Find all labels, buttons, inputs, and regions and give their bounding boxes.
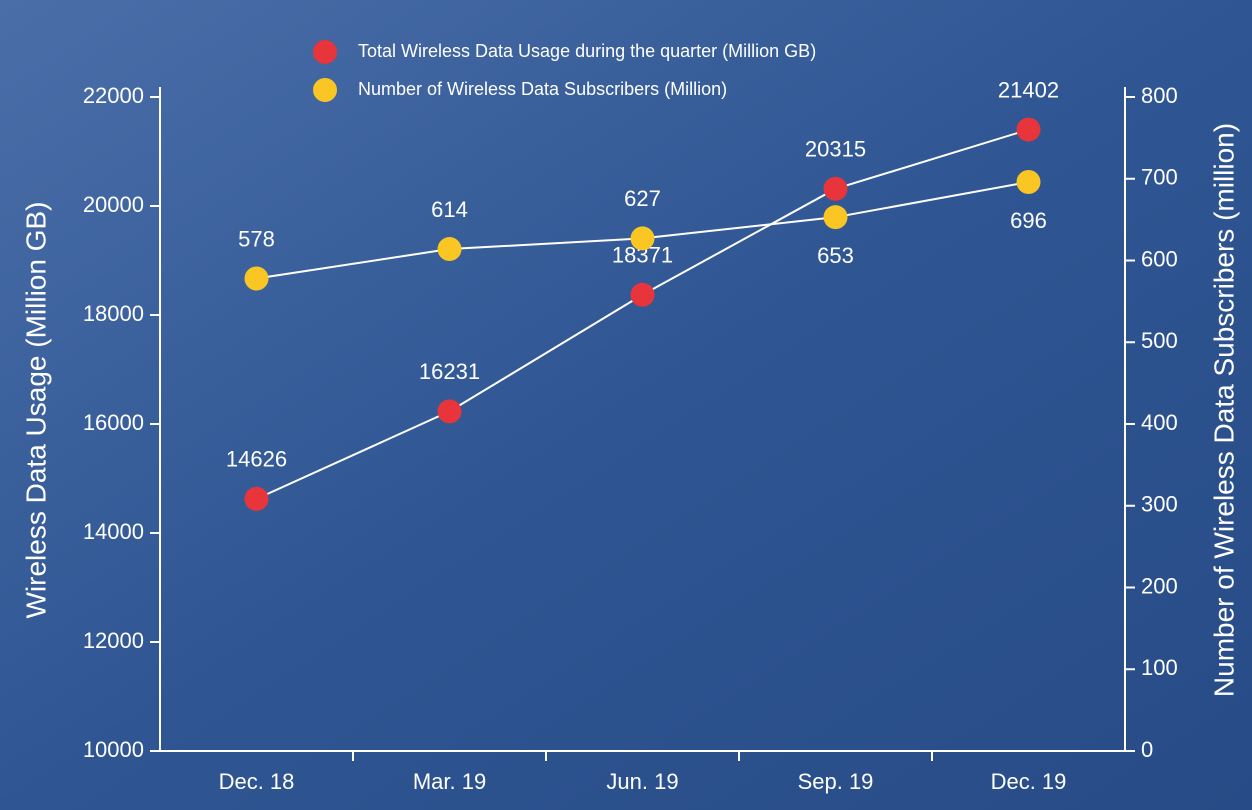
data-label: 614 [431,197,468,222]
x-tick-label: Dec. 19 [991,769,1067,794]
data-label: 578 [238,226,275,251]
data-label: 627 [624,186,661,211]
data-point [438,237,462,261]
y-axis-title: Wireless Data Usage (Million GB) [20,202,51,619]
y2-tick-label: 600 [1141,246,1178,271]
x-tick-label: Dec. 18 [219,769,295,794]
data-label: 696 [1010,208,1047,233]
y2-tick-label: 300 [1141,492,1178,517]
legend-marker [313,78,337,102]
background [0,0,1252,810]
data-label: 653 [817,243,854,268]
y2-tick-label: 700 [1141,165,1178,190]
y2-tick-label: 800 [1141,83,1178,108]
data-point [1017,118,1041,142]
data-point [1017,170,1041,194]
data-point [631,283,655,307]
y2-tick-label: 0 [1141,737,1153,762]
y2-tick-label: 500 [1141,328,1178,353]
data-point [438,399,462,423]
x-tick-label: Jun. 19 [606,769,678,794]
y2-tick-label: 200 [1141,573,1178,598]
y-tick-label: 10000 [83,737,144,762]
data-point [245,487,269,511]
y-tick-label: 22000 [83,83,144,108]
y-tick-label: 14000 [83,519,144,544]
y-tick-label: 16000 [83,410,144,435]
legend-label: Total Wireless Data Usage during the qua… [358,41,816,61]
y-tick-label: 18000 [83,301,144,326]
data-label: 21402 [998,77,1059,102]
chart: Wireless Data Usage (Million GB) Number … [0,0,1252,810]
y2-tick-label: 400 [1141,410,1178,435]
data-point [245,266,269,290]
data-point [824,205,848,229]
data-label: 20315 [805,137,866,162]
data-point [631,226,655,250]
y2-tick-label: 100 [1141,655,1178,680]
y-tick-label: 12000 [83,628,144,653]
x-tick-label: Mar. 19 [413,769,486,794]
legend-label: Number of Wireless Data Subscribers (Mil… [358,79,727,99]
data-label: 16231 [419,359,480,384]
x-tick-label: Sep. 19 [798,769,874,794]
data-label: 14626 [226,447,287,472]
y2-axis-title: Number of Wireless Data Subscribers (mil… [1208,123,1239,697]
data-point [824,177,848,201]
legend-marker [313,40,337,64]
y-tick-label: 20000 [83,192,144,217]
